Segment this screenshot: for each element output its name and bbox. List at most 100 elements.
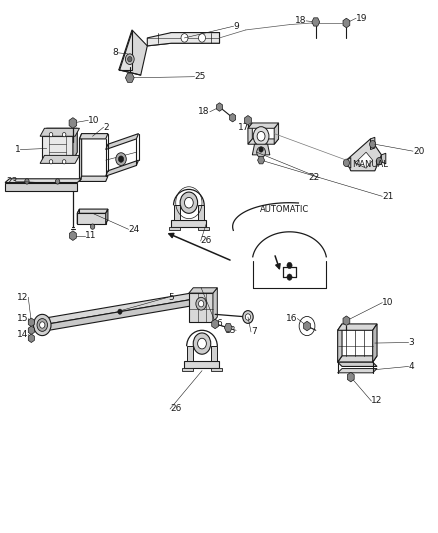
Polygon shape [69,231,76,240]
Polygon shape [77,209,79,224]
Text: AUTOMATIC: AUTOMATIC [259,205,308,214]
Polygon shape [169,227,180,230]
Polygon shape [337,324,376,330]
Polygon shape [79,134,81,181]
Polygon shape [40,128,79,136]
Polygon shape [247,139,278,144]
Polygon shape [216,103,222,111]
Polygon shape [311,18,319,26]
Polygon shape [354,152,372,168]
Polygon shape [77,209,108,213]
Text: 7: 7 [251,327,256,336]
Polygon shape [252,144,269,155]
Polygon shape [147,33,219,46]
Polygon shape [337,356,376,362]
Polygon shape [106,209,108,224]
Circle shape [197,338,206,349]
Polygon shape [346,158,350,168]
Polygon shape [77,213,106,224]
Polygon shape [28,334,34,343]
Text: 4: 4 [408,362,413,371]
Polygon shape [337,362,376,367]
Text: 10: 10 [88,116,99,125]
Text: 14: 14 [17,330,28,339]
Polygon shape [247,123,252,144]
Circle shape [198,34,205,42]
Circle shape [193,333,210,354]
Polygon shape [210,368,221,370]
Text: 20: 20 [412,147,424,156]
Circle shape [286,274,291,280]
Polygon shape [5,179,81,182]
Polygon shape [197,205,204,220]
Circle shape [242,311,253,324]
Circle shape [33,314,51,336]
Circle shape [257,132,265,141]
Text: 25: 25 [194,72,205,81]
Circle shape [198,301,203,307]
Circle shape [25,179,29,184]
Text: 9: 9 [233,22,239,31]
Text: 2: 2 [103,123,109,132]
Polygon shape [342,18,349,28]
Polygon shape [42,292,197,325]
Polygon shape [247,123,278,128]
Circle shape [55,179,60,184]
Polygon shape [346,139,381,171]
Polygon shape [229,114,235,122]
Polygon shape [337,324,341,362]
Polygon shape [28,326,34,335]
Circle shape [180,192,197,213]
Text: 18: 18 [198,107,209,116]
Circle shape [49,133,53,137]
Circle shape [39,322,45,328]
Polygon shape [147,33,219,46]
Polygon shape [210,346,217,361]
Polygon shape [186,346,193,361]
Circle shape [245,314,250,320]
Polygon shape [106,160,138,176]
Text: 12: 12 [17,293,28,302]
Polygon shape [106,134,138,150]
Polygon shape [381,154,385,164]
Text: 12: 12 [371,397,382,406]
Polygon shape [211,319,218,329]
Polygon shape [212,288,217,322]
Text: 11: 11 [85,231,96,240]
Polygon shape [42,128,77,136]
Polygon shape [244,116,251,125]
Circle shape [343,159,349,166]
Polygon shape [73,128,77,160]
Polygon shape [119,30,132,70]
Polygon shape [69,118,77,128]
Circle shape [195,297,206,310]
Polygon shape [188,288,217,293]
Circle shape [256,147,265,158]
Polygon shape [274,123,278,144]
Polygon shape [257,157,264,164]
Circle shape [375,158,381,165]
Circle shape [286,262,291,269]
Text: 26: 26 [200,237,212,246]
Polygon shape [119,30,147,75]
Text: 6: 6 [215,319,221,328]
Polygon shape [42,136,73,160]
Text: 22: 22 [307,173,318,182]
Text: 10: 10 [381,298,393,307]
Circle shape [62,160,66,164]
Text: 3: 3 [408,338,413,347]
Polygon shape [173,205,180,220]
Polygon shape [42,298,198,332]
Circle shape [184,197,193,208]
Polygon shape [346,372,353,382]
Text: 17: 17 [237,123,249,132]
Polygon shape [40,156,79,164]
Circle shape [62,133,66,137]
Polygon shape [171,220,206,227]
Text: 5: 5 [167,293,173,302]
Circle shape [117,309,122,314]
Text: 21: 21 [381,192,393,201]
Polygon shape [303,321,310,331]
Circle shape [127,56,132,62]
Text: 23: 23 [6,177,17,186]
